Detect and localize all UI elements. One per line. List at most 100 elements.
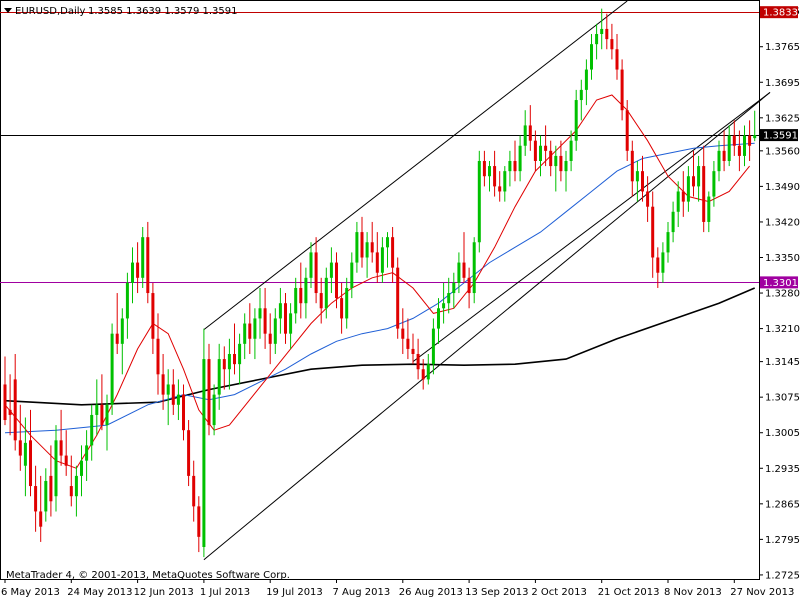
candle bbox=[29, 409, 32, 497]
candle-body bbox=[447, 293, 451, 304]
candle bbox=[69, 455, 73, 507]
candle-body bbox=[727, 135, 731, 161]
candle bbox=[579, 79, 583, 121]
x-tick-label: 1 Jul 2013 bbox=[200, 587, 250, 598]
candle bbox=[396, 257, 400, 339]
candle bbox=[533, 130, 537, 172]
channel-middle[interactable] bbox=[412, 92, 771, 363]
candle bbox=[345, 277, 349, 329]
candle bbox=[605, 13, 609, 50]
candle-body bbox=[493, 166, 497, 187]
candle bbox=[569, 130, 573, 172]
candle bbox=[737, 130, 741, 172]
candle-body bbox=[350, 262, 354, 288]
candle bbox=[289, 303, 293, 349]
candle bbox=[391, 227, 395, 283]
candle-body bbox=[564, 160, 568, 172]
candle bbox=[217, 343, 221, 410]
candle-body bbox=[258, 308, 262, 319]
candle bbox=[732, 120, 736, 156]
candle-body bbox=[544, 145, 548, 151]
triangle-down-icon[interactable] bbox=[4, 8, 12, 13]
candle-body bbox=[442, 303, 446, 309]
candle-body bbox=[641, 171, 644, 192]
candle bbox=[74, 465, 78, 517]
candle-body bbox=[559, 155, 563, 172]
candle bbox=[309, 242, 313, 288]
candle-body bbox=[324, 277, 328, 309]
candle bbox=[80, 445, 83, 497]
x-tick-label: 8 Nov 2013 bbox=[664, 587, 722, 598]
candle bbox=[457, 252, 461, 294]
candle-body bbox=[533, 140, 537, 161]
y-tick-label: 1.3560 bbox=[765, 146, 800, 157]
candle bbox=[151, 282, 155, 354]
candle-body bbox=[161, 374, 165, 395]
candle-body bbox=[95, 404, 99, 415]
candle bbox=[615, 34, 619, 80]
candle-body bbox=[416, 353, 420, 370]
candle bbox=[574, 89, 578, 151]
candle bbox=[375, 232, 379, 283]
candle-body bbox=[401, 328, 405, 339]
candle bbox=[187, 420, 191, 487]
candle-body bbox=[692, 176, 695, 187]
candle-body bbox=[702, 166, 706, 222]
candle-body bbox=[630, 150, 634, 182]
candle bbox=[166, 369, 170, 426]
candle bbox=[620, 59, 624, 121]
candle-body bbox=[488, 166, 491, 177]
candle bbox=[472, 237, 476, 304]
candle-body bbox=[523, 125, 527, 146]
candle bbox=[110, 323, 114, 415]
candle bbox=[39, 475, 43, 542]
candle bbox=[18, 404, 22, 471]
candle bbox=[120, 308, 124, 375]
candle-body bbox=[421, 369, 425, 380]
channel-upper[interactable] bbox=[203, 0, 628, 331]
candle bbox=[447, 277, 451, 314]
candle bbox=[49, 445, 53, 517]
candle-body bbox=[146, 237, 150, 294]
candle bbox=[380, 237, 384, 283]
candle bbox=[8, 374, 12, 436]
candle bbox=[197, 496, 201, 553]
candle-body bbox=[217, 359, 221, 395]
candle-body bbox=[590, 44, 593, 70]
candle-body bbox=[707, 196, 711, 222]
candle bbox=[44, 468, 48, 522]
y-tick-label: 1.3210 bbox=[765, 324, 800, 335]
candle-body bbox=[737, 145, 741, 156]
candle bbox=[681, 171, 685, 217]
candle-body bbox=[268, 333, 272, 344]
candle bbox=[426, 353, 430, 385]
channel-lower[interactable] bbox=[203, 92, 771, 561]
candle bbox=[299, 262, 303, 319]
candle bbox=[314, 237, 318, 304]
candle bbox=[743, 125, 746, 167]
candle bbox=[131, 247, 134, 304]
candle bbox=[493, 150, 497, 197]
y-tick-label: 1.3695 bbox=[765, 78, 800, 89]
candle bbox=[294, 277, 298, 324]
candle bbox=[442, 282, 446, 324]
candle-body bbox=[29, 440, 32, 487]
candle bbox=[176, 379, 180, 421]
x-tick-label: 7 Aug 2013 bbox=[333, 587, 391, 598]
candle-body bbox=[18, 440, 22, 456]
candle-body bbox=[646, 191, 650, 207]
candle bbox=[13, 353, 17, 451]
level-label-bg-resistance bbox=[760, 6, 798, 19]
candle bbox=[406, 318, 410, 360]
candle bbox=[268, 313, 272, 365]
x-tick-label: 13 Sep 2013 bbox=[465, 587, 528, 598]
candle bbox=[727, 125, 731, 167]
candle-body bbox=[732, 135, 736, 146]
candle bbox=[666, 221, 670, 263]
candle-body bbox=[717, 150, 721, 172]
candle-body bbox=[518, 145, 522, 172]
candle-body bbox=[375, 252, 379, 273]
